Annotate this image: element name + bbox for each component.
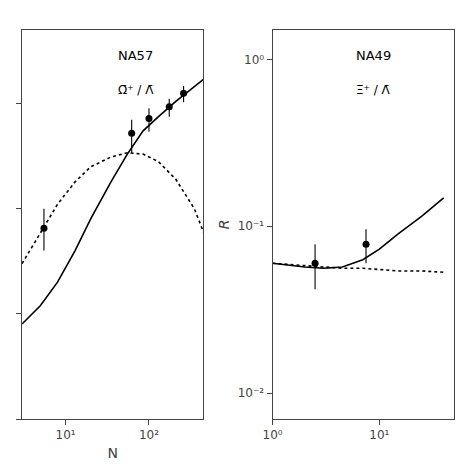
svg-text:10¹: 10¹ — [56, 428, 76, 442]
svg-text:10⁰: 10⁰ — [263, 428, 283, 442]
svg-text:NA49: NA49 — [356, 48, 391, 63]
svg-text:10⁻²: 10⁻² — [238, 386, 265, 400]
svg-text:N: N — [107, 445, 117, 461]
svg-text:NA57: NA57 — [118, 48, 153, 63]
svg-text:10⁻¹: 10⁻¹ — [238, 219, 265, 233]
svg-text:10²: 10² — [139, 428, 159, 442]
svg-text:10¹: 10¹ — [369, 428, 389, 442]
svg-text:R: R — [216, 220, 232, 230]
svg-text:10⁰: 10⁰ — [244, 53, 264, 67]
svg-text:Ω̄⁺ / Λ̄: Ω̄⁺ / Λ̄ — [118, 83, 154, 97]
svg-text:Ξ̄⁺ / Λ̄: Ξ̄⁺ / Λ̄ — [356, 83, 391, 97]
